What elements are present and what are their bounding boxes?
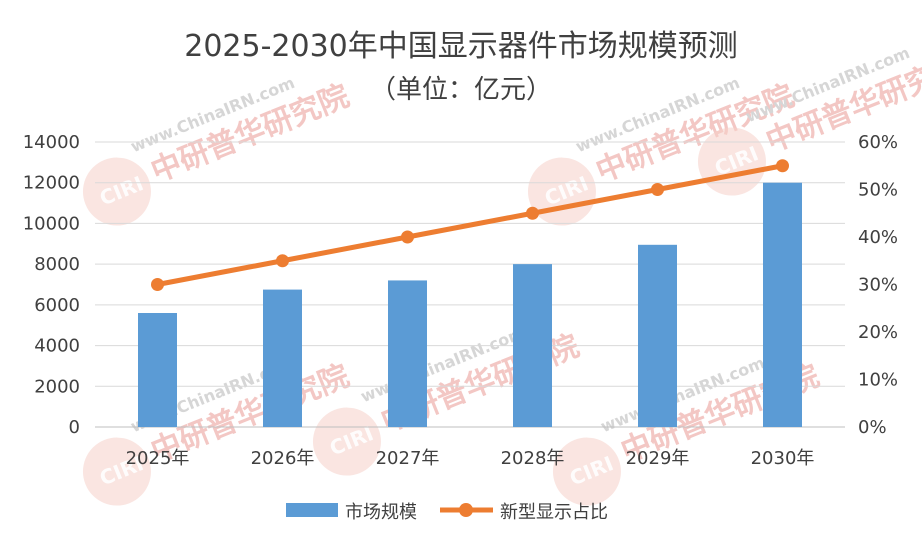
line-point-2030年 xyxy=(776,159,789,173)
y-left-tick-label: 2000 xyxy=(34,376,80,397)
watermark-logo-circle xyxy=(82,157,151,226)
legend-swatch-bar xyxy=(286,503,338,517)
x-axis: 2025年 2026年 2027年 2028年 2029年 2030年 xyxy=(126,448,815,469)
line-path xyxy=(155,163,785,287)
legend-swatch-marker xyxy=(459,503,473,517)
bar-2030年 xyxy=(763,182,802,427)
y-right-tick-label: 60% xyxy=(858,132,898,153)
y-left-tick-label: 8000 xyxy=(34,254,80,275)
legend-label-bar: 市场规模 xyxy=(345,502,417,523)
watermark-logo-circle xyxy=(312,407,381,476)
y-axis-right: 0% 10% 20% 30% 40% 50% 60% xyxy=(858,132,898,438)
line-point-2025年 xyxy=(151,278,164,291)
y-left-tick-label: 14000 xyxy=(23,132,80,153)
watermark-logo-circle xyxy=(552,437,621,506)
x-tick-label: 2030年 xyxy=(751,448,815,469)
line-point-2029年 xyxy=(651,183,664,196)
y-left-tick-label: 12000 xyxy=(23,173,80,194)
x-tick-label: 2025年 xyxy=(126,448,190,469)
line-point-2028年 xyxy=(526,206,539,220)
y-right-tick-label: 30% xyxy=(858,275,898,296)
line-point-2027年 xyxy=(401,230,414,244)
legend-label-line: 新型显示占比 xyxy=(500,502,608,523)
legend: 市场规模 新型显示占比 xyxy=(286,502,608,523)
y-left-tick-label: 0 xyxy=(69,417,80,438)
watermark-logo-circle xyxy=(82,437,151,506)
bar-2026年 xyxy=(263,289,302,427)
y-right-tick-label: 0% xyxy=(858,417,887,438)
y-axis-left: 0 2000 4000 6000 8000 10000 12000 14000 xyxy=(23,132,80,438)
x-tick-label: 2029年 xyxy=(626,448,690,469)
line-point-2026年 xyxy=(276,254,289,268)
x-tick-label: 2027年 xyxy=(376,448,440,469)
bar-2027年 xyxy=(388,280,427,427)
y-left-tick-label: 4000 xyxy=(34,336,80,357)
bar-series xyxy=(138,182,802,427)
y-right-tick-label: 10% xyxy=(858,370,898,391)
y-right-tick-label: 20% xyxy=(858,322,898,343)
y-right-tick-label: 40% xyxy=(858,227,898,248)
chart-subtitle: （单位：亿元） xyxy=(370,75,552,105)
bar-2029年 xyxy=(638,244,677,427)
y-left-tick-label: 6000 xyxy=(34,295,80,316)
y-left-tick-label: 10000 xyxy=(23,213,80,234)
bar-2025年 xyxy=(138,313,177,427)
x-tick-label: 2028年 xyxy=(501,448,565,469)
chart-title: 2025-2030年中国显示器件市场规模预测 xyxy=(184,29,738,64)
line-series xyxy=(151,159,789,291)
y-right-tick-label: 50% xyxy=(858,180,898,201)
bar-2028年 xyxy=(513,264,552,427)
x-tick-label: 2026年 xyxy=(251,448,315,469)
